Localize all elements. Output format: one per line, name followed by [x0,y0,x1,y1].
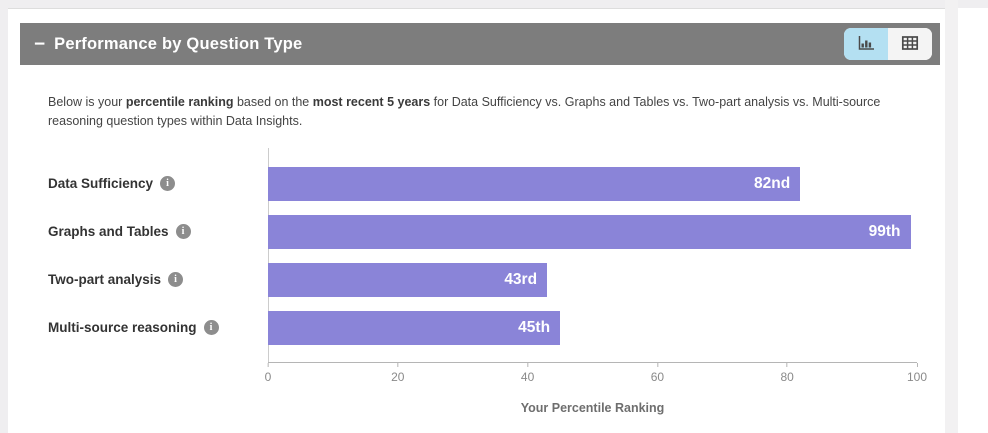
bar-track: 82nd [268,166,917,201]
category-label: Two-part analysis i [48,272,268,288]
category-label-text: Two-part analysis [48,272,162,288]
info-circle-icon[interactable]: i [160,176,176,192]
description-text: for Data Sufficiency vs. Graphs and Tabl… [48,95,881,129]
collapse-minus-icon[interactable]: − [34,33,46,55]
tick-mark [397,362,399,367]
category-label-text: Multi-source reasoning [48,320,197,336]
x-axis-tick: 0 [264,362,272,384]
description-text: Below is your [48,95,126,109]
x-axis-tick: 60 [650,362,665,384]
description: Below is your percentile ranking based o… [48,93,930,132]
x-axis-title: Your Percentile Ranking [520,400,665,415]
info-circle-icon[interactable]: i [175,224,191,240]
category-label-text: Data Sufficiency [48,176,154,192]
page-top-strip [0,0,988,8]
bar-track: 99th [268,214,917,249]
info-circle-icon[interactable]: i [168,272,184,288]
x-axis-tick: 100 [906,362,928,384]
tick-label: 40 [520,369,535,384]
category-label: Multi-source reasoning i [48,320,268,336]
percentile-bar: 82nd [268,166,801,201]
category-label: Data Sufficiency i [48,176,268,192]
tick-label: 20 [391,369,405,384]
percentile-bar-chart: Data Sufficiency i 82nd Graphs and Tables i 9… [48,147,927,415]
performance-panel: − Performance by Question Type [8,8,945,433]
tick-mark [916,362,918,367]
description-bold-text: percentile ranking [125,95,234,109]
tick-mark [786,362,788,367]
tick-label: 60 [650,369,665,384]
x-axis-tick: 80 [780,362,794,384]
bar-value-label: 82nd [753,174,791,192]
page-right-band [945,0,958,433]
chart-row: Two-part analysis i 43rd [48,256,917,304]
description-text: based on the [233,95,313,109]
bar-value-label: 43rd [504,270,538,288]
percentile-bar: 99th [268,214,911,249]
bar-track: 45th [268,310,917,345]
tick-label: 0 [264,369,272,384]
bar-value-label: 99th [868,222,901,240]
chart-row: Multi-source reasoning i 45th [48,304,917,352]
tick-mark [267,362,269,367]
x-axis-tick: 20 [391,362,405,384]
bar-chart-icon [856,34,876,55]
tick-mark [527,362,529,367]
percentile-bar: 45th [268,310,561,345]
chart-row: Data Sufficiency i 82nd [48,160,917,208]
bar-track: 43rd [268,262,917,297]
y-axis-line [268,147,269,362]
category-label: Graphs and Tables i [48,224,268,240]
percentile-bar: 43rd [268,262,548,297]
info-circle-icon[interactable]: i [203,320,219,336]
view-toggle-group [844,28,932,60]
tick-label: 100 [906,369,928,384]
chart-view-button[interactable] [844,28,888,60]
table-view-button[interactable] [888,28,932,60]
x-axis-ticks: 0 20 40 60 80 100 [264,361,927,392]
category-label-text: Graphs and Tables [48,224,169,240]
table-icon [900,34,920,55]
bar-value-label: 45th [518,318,551,336]
tick-mark [656,362,658,367]
page-left-strip [0,0,8,433]
description-bold-text: most recent 5 years [312,95,431,109]
chart-row: Graphs and Tables i 99th [48,208,917,256]
tick-label: 80 [780,369,794,384]
chart-rows: Data Sufficiency i 82nd Graphs and Tables i 9… [48,147,917,362]
panel-header: − Performance by Question Type [20,23,940,65]
panel-title: Performance by Question Type [54,34,303,53]
x-axis-tick: 40 [520,362,535,384]
